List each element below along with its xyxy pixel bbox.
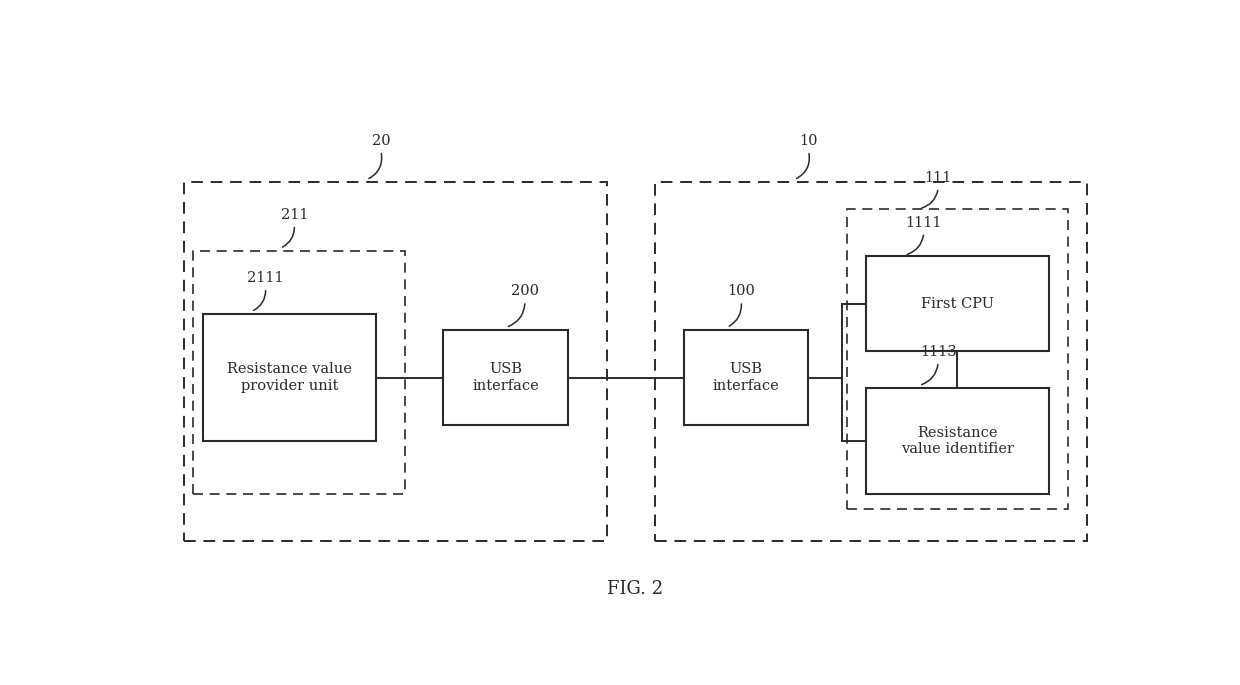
Text: 111: 111 [925, 171, 952, 185]
Text: USB
interface: USB interface [472, 362, 539, 393]
Text: 100: 100 [728, 284, 755, 299]
Bar [847, 209, 1068, 510]
Text: USB
interface: USB interface [713, 362, 780, 393]
Bar [444, 330, 568, 425]
Text: 1113: 1113 [920, 345, 956, 359]
Bar [866, 256, 1049, 351]
Bar [683, 330, 808, 425]
Text: First CPU: First CPU [921, 297, 994, 311]
Text: Resistance
value identifier: Resistance value identifier [901, 426, 1014, 456]
Text: Resistance value
provider unit: Resistance value provider unit [227, 362, 352, 393]
Bar [655, 182, 1087, 541]
Text: 10: 10 [800, 134, 817, 148]
Text: 1111: 1111 [905, 216, 942, 230]
Bar [203, 314, 376, 441]
Text: 211: 211 [280, 208, 308, 222]
Text: 20: 20 [372, 134, 391, 148]
Text: 2111: 2111 [247, 271, 284, 285]
Bar [184, 182, 606, 541]
Text: FIG. 2: FIG. 2 [608, 580, 663, 597]
Bar [866, 388, 1049, 494]
Text: 200: 200 [511, 284, 539, 299]
Bar [193, 251, 404, 494]
